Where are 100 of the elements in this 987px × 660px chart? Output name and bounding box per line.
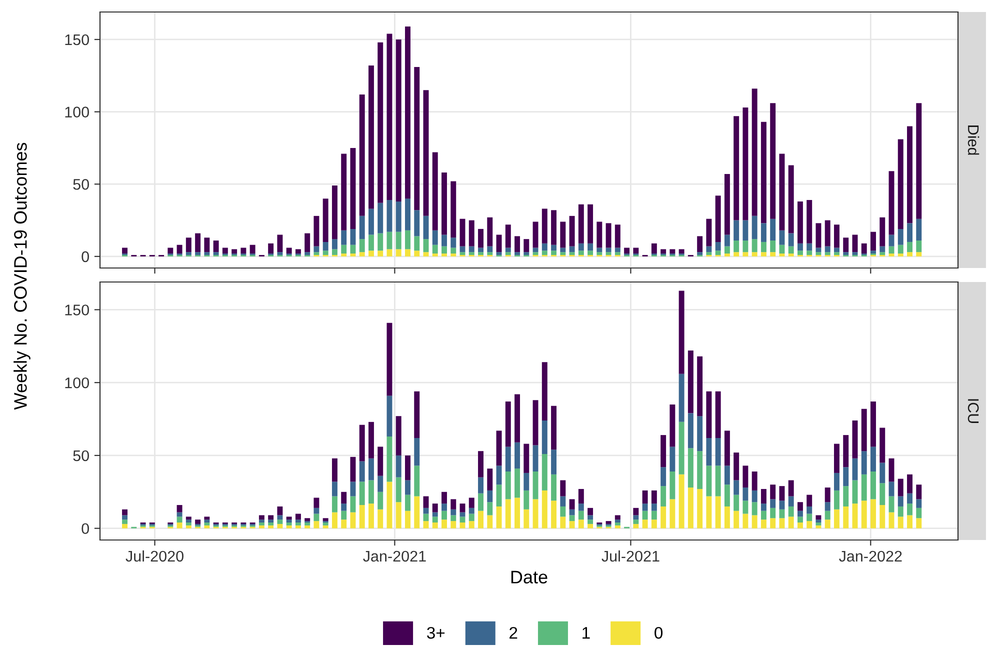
bar [304, 518, 310, 522]
bar [898, 496, 904, 506]
bar [314, 216, 320, 246]
bar [596, 222, 602, 248]
bar [697, 356, 703, 416]
bar [588, 524, 594, 528]
bar [688, 413, 694, 448]
bar [734, 494, 740, 511]
bar [213, 240, 219, 252]
x-axis-title: Date [511, 570, 548, 584]
bar [277, 515, 283, 520]
bar [752, 216, 758, 240]
bar [806, 243, 812, 251]
bar [341, 244, 347, 254]
bar [542, 362, 548, 420]
bar [122, 520, 128, 524]
bar [779, 500, 785, 510]
bar [551, 474, 557, 501]
bar [487, 217, 493, 246]
bar [578, 204, 584, 244]
bar [359, 482, 365, 506]
bar [341, 230, 347, 245]
bar [852, 504, 858, 528]
bar [304, 233, 310, 252]
y-tick-label: 50 [73, 178, 89, 190]
bar [916, 518, 922, 528]
bar [861, 243, 867, 254]
bar [578, 243, 584, 251]
bar [642, 490, 648, 504]
bar [423, 508, 429, 514]
bar [322, 242, 328, 251]
bar [852, 458, 858, 480]
bar [378, 476, 384, 492]
bar [816, 248, 822, 252]
bar [332, 496, 338, 512]
bar [880, 505, 886, 528]
bar [359, 94, 365, 216]
bar [122, 515, 128, 520]
bar [760, 242, 766, 252]
bar [204, 522, 210, 526]
bar [724, 466, 730, 485]
bar [468, 508, 474, 514]
bar [752, 502, 758, 516]
bar [314, 521, 320, 528]
bar [386, 200, 392, 232]
bar [304, 252, 310, 255]
bar [295, 520, 301, 523]
bar [322, 525, 328, 528]
bar [176, 516, 182, 523]
bar [578, 504, 584, 511]
bar [268, 243, 274, 254]
bar [378, 492, 384, 510]
bar [770, 484, 776, 500]
bar [843, 252, 849, 255]
bar [450, 254, 456, 256]
bar [122, 524, 128, 528]
bar [907, 493, 912, 504]
bar [834, 490, 840, 510]
bar [706, 391, 712, 438]
bar [295, 249, 301, 254]
bar [450, 238, 456, 248]
bar [386, 396, 392, 437]
bar [752, 88, 758, 216]
bar [368, 422, 374, 458]
bar [633, 520, 639, 524]
bar [487, 252, 493, 255]
bar [724, 234, 730, 246]
bar [742, 252, 748, 256]
bar [724, 506, 730, 528]
bar [916, 484, 922, 500]
bar [524, 490, 530, 510]
y-tick-label: 150 [65, 304, 89, 316]
bar [588, 515, 594, 520]
bar [797, 516, 803, 523]
bar [760, 122, 766, 224]
bar [186, 238, 192, 252]
bar [468, 246, 474, 252]
bar [404, 510, 410, 528]
bar [760, 510, 766, 520]
bar [880, 428, 886, 463]
bar [898, 139, 904, 229]
bar [816, 525, 822, 528]
bar [350, 228, 356, 245]
bar [633, 248, 639, 254]
bar [614, 522, 620, 526]
bar [186, 252, 192, 255]
bar [907, 242, 912, 252]
bar [670, 471, 676, 500]
bar [907, 126, 912, 224]
bar [734, 480, 740, 495]
bar [697, 488, 703, 528]
bar [277, 234, 283, 252]
bar [660, 467, 666, 486]
bar [715, 466, 721, 496]
bar [715, 391, 721, 438]
bar [195, 520, 201, 524]
bar [688, 488, 694, 528]
bar [551, 450, 557, 474]
bar [514, 252, 520, 255]
bar [806, 506, 812, 514]
